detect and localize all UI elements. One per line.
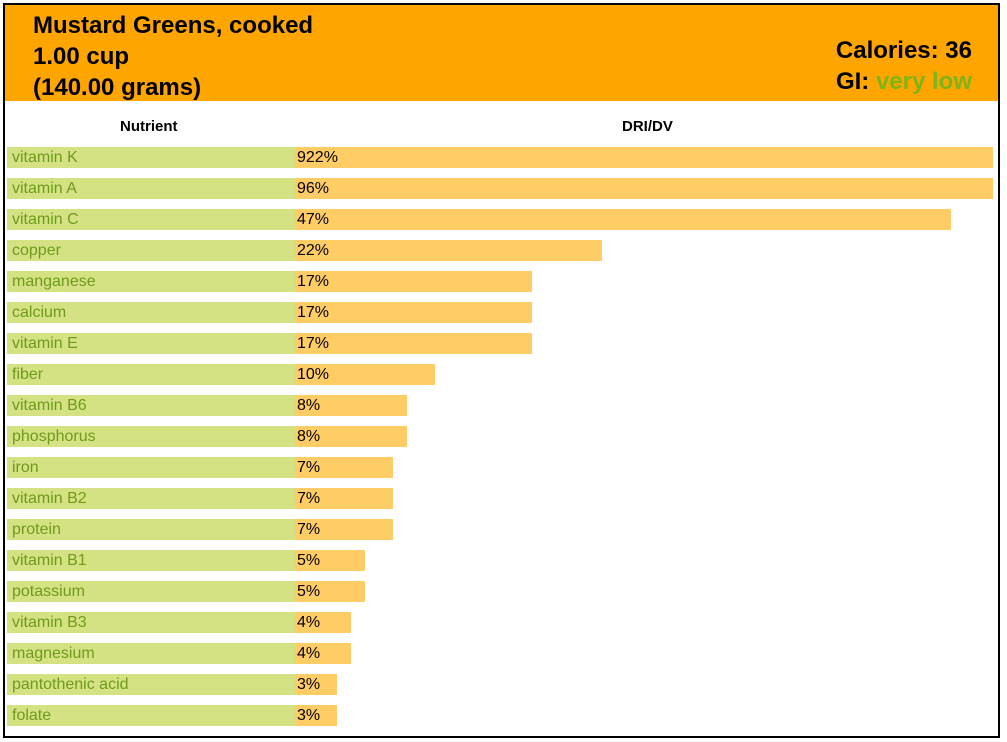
dridv-value-label: 10%	[297, 366, 330, 383]
nutrient-name: vitamin A	[12, 180, 77, 197]
dridv-bar	[295, 643, 351, 664]
nutrient-name-cell: vitamin B3	[7, 612, 295, 633]
nutrient-name: phosphorus	[12, 428, 96, 445]
dridv-bar	[295, 364, 435, 385]
nutrient-name: vitamin E	[12, 335, 78, 352]
dridv-value-label: 5%	[297, 583, 321, 600]
nutrient-name: magnesium	[12, 645, 95, 662]
dridv-value-label: 8%	[297, 428, 321, 445]
nutrient-name: vitamin C	[12, 211, 79, 228]
nutrient-name: vitamin B6	[12, 397, 87, 414]
dridv-bar	[295, 705, 337, 726]
nutrient-name: potassium	[12, 583, 85, 600]
gi-line: GI: very low	[836, 66, 972, 97]
nutrient-name: fiber	[12, 366, 44, 383]
nutrient-name: protein	[12, 521, 61, 538]
nutrient-name: folate	[12, 707, 52, 724]
dridv-bar	[295, 426, 407, 447]
dridv-bar	[295, 209, 951, 230]
dridv-bar	[295, 147, 993, 168]
food-header: Mustard Greens, cooked 1.00 cup (140.00 …	[5, 5, 998, 101]
dridv-bar	[295, 674, 337, 695]
dridv-bar	[295, 488, 393, 509]
nutrient-name-cell: vitamin B6	[7, 395, 295, 416]
dridv-bar	[295, 240, 602, 261]
nutrient-name: manganese	[12, 273, 96, 290]
dridv-value-label: 922%	[297, 149, 338, 166]
dridv-value-label: 4%	[297, 645, 321, 662]
nutrient-name-cell: manganese	[7, 271, 295, 292]
dridv-bar	[295, 550, 365, 571]
dridv-bar	[295, 271, 532, 292]
dridv-bar	[295, 302, 532, 323]
nutrient-name-cell: folate	[7, 705, 295, 726]
nutrient-name: vitamin B1	[12, 552, 87, 569]
gi-label: GI:	[835, 68, 870, 95]
nutrient-name-cell: pantothenic acid	[7, 674, 295, 695]
nutrient-bars: vitamin K 922% vitamin A 96% vitamin C 47% cop…	[5, 5, 998, 736]
nutrient-name-cell: vitamin B1	[7, 550, 295, 571]
nutrient-name-cell: vitamin C	[7, 209, 295, 230]
dridv-value-label: 4%	[297, 614, 321, 631]
nutrient-name-cell: potassium	[7, 581, 295, 602]
dridv-value-label: 3%	[297, 707, 321, 724]
nutrient-name: pantothenic acid	[12, 676, 129, 693]
nutrient-name-cell: phosphorus	[7, 426, 295, 447]
dridv-value-label: 17%	[297, 304, 330, 321]
nutrient-name-cell: vitamin E	[7, 333, 295, 354]
nutrient-name: vitamin B3	[12, 614, 87, 631]
dridv-bar	[295, 612, 351, 633]
nutrient-name: calcium	[12, 304, 67, 321]
dridv-value-label: 5%	[297, 552, 321, 569]
dridv-value-label: 7%	[297, 521, 321, 538]
dridv-value-label: 7%	[297, 459, 321, 476]
food-title: Mustard Greens, cooked	[33, 12, 314, 39]
dridv-value-label: 7%	[297, 490, 321, 507]
nutrient-name: copper	[12, 242, 61, 259]
nutrient-name-cell: vitamin A	[7, 178, 295, 199]
dridv-bar	[295, 457, 393, 478]
nutrient-column-header: Nutrient	[120, 118, 178, 135]
dridv-value-label: 22%	[297, 242, 330, 259]
nutrient-chart-panel: Mustard Greens, cooked 1.00 cup (140.00 …	[3, 3, 1000, 738]
gi-value: very low	[875, 68, 972, 95]
dridv-value-label: 17%	[297, 273, 330, 290]
dridv-bar	[295, 178, 993, 199]
nutrient-name-cell: fiber	[7, 364, 295, 385]
nutrient-name-cell: calcium	[7, 302, 295, 323]
dridv-value-label: 96%	[297, 180, 330, 197]
nutrient-name-cell: protein	[7, 519, 295, 540]
nutrient-name-cell: vitamin B2	[7, 488, 295, 509]
dridv-value-label: 47%	[297, 211, 330, 228]
dridv-bar	[295, 519, 393, 540]
dridv-bar	[295, 395, 407, 416]
calories-label: Calories: 36	[835, 37, 972, 64]
dridv-column-header: DRI/DV	[622, 118, 673, 135]
serving-grams: (140.00 grams)	[33, 74, 202, 101]
dridv-value-label: 17%	[297, 335, 330, 352]
nutrient-name: iron	[12, 459, 39, 476]
dridv-bar	[295, 333, 532, 354]
nutrient-name-cell: magnesium	[7, 643, 295, 664]
nutrient-name-cell: iron	[7, 457, 295, 478]
dridv-value-label: 3%	[297, 676, 321, 693]
nutrient-name: vitamin K	[12, 149, 78, 166]
nutrient-name-cell: vitamin K	[7, 147, 295, 168]
nutrient-name-cell: copper	[7, 240, 295, 261]
dridv-bar	[295, 581, 365, 602]
serving-size: 1.00 cup	[33, 43, 130, 70]
nutrient-name: vitamin B2	[12, 490, 87, 507]
dridv-value-label: 8%	[297, 397, 321, 414]
